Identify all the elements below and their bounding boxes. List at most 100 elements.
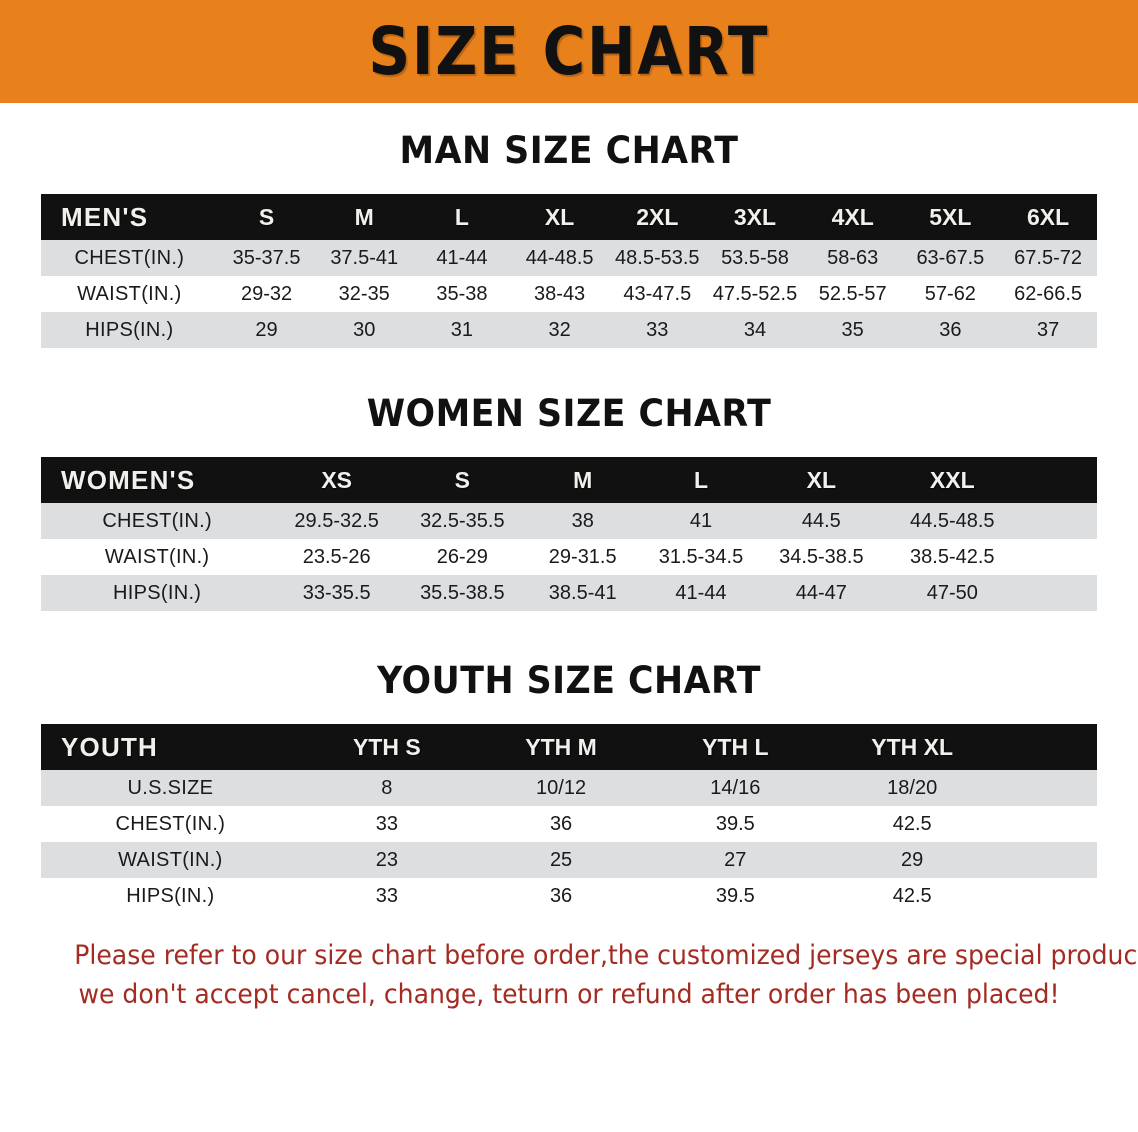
order-policy-line-2: we don't accept cancel, change, teturn o…: [78, 979, 1060, 1011]
table-row: WAIST(IN.) 23 25 27 29: [41, 842, 1097, 878]
column-header-yth-xl: YTH XL: [871, 733, 954, 760]
measurement-cell: 33: [608, 312, 707, 348]
measurement-cell: 41-44: [640, 575, 762, 611]
measurement-cell: 33-35.5: [273, 575, 401, 611]
measurement-cell: [1001, 770, 1097, 806]
column-header-xxl: XXL: [929, 466, 975, 493]
measurement-cell: 35.5-38.5: [400, 575, 525, 611]
column-header-6xl: 6XL: [1027, 203, 1070, 230]
measurement-cell: 33: [299, 806, 474, 842]
man-table-body: CHEST(IN.) 35-37.5 37.5-41 41-44 44-48.5 48.5…: [41, 240, 1097, 348]
table-header-row: MEN'S S M L XL 2XL 3XL 4XL 5XL 6XL: [41, 194, 1097, 240]
column-header-l: L: [454, 203, 469, 230]
measurement-cell: 37: [999, 312, 1097, 348]
row-label-chest-in: CHEST(IN.): [41, 503, 274, 539]
measurement-cell: 38: [524, 503, 641, 539]
measurement-cell: 63-67.5: [901, 240, 1000, 276]
measurement-cell: 14/16: [648, 770, 823, 806]
measurement-cell: 31: [413, 312, 511, 348]
column-header-l: L: [693, 466, 708, 493]
measurement-cell: [1001, 842, 1097, 878]
column-header-spacer: [1023, 457, 1097, 503]
measurement-cell: 37.5-41: [315, 240, 414, 276]
youth-size-table-wrapper: YOUTH YTH S YTH M YTH L YTH XL U.S.SIZE 8 10/1…: [41, 724, 1097, 914]
measurement-cell: 36: [473, 806, 649, 842]
measurement-cell: 35: [803, 312, 902, 348]
measurement-cell: 67.5-72: [999, 240, 1097, 276]
measurement-cell: 48.5-53.5: [608, 240, 707, 276]
column-header-xl: XL: [806, 466, 837, 493]
measurement-cell: 34.5-38.5: [761, 539, 882, 575]
measurement-cell: 23.5-26: [273, 539, 401, 575]
measurement-cell: 42.5: [822, 878, 1002, 914]
measurement-cell: 30: [315, 312, 414, 348]
column-header-yth-l: YTH L: [702, 733, 769, 760]
measurement-cell: 44.5: [761, 503, 882, 539]
youth-size-table: YOUTH YTH S YTH M YTH L YTH XL U.S.SIZE 8 10/1…: [41, 724, 1097, 914]
measurement-cell: [1001, 878, 1097, 914]
column-header-4xl: 4XL: [831, 203, 874, 230]
measurement-cell: 41-44: [413, 240, 511, 276]
row-label-u-s-size: U.S.SIZE: [41, 770, 300, 806]
measurement-cell: 42.5: [822, 806, 1002, 842]
youth-section-title: YOUTH SIZE CHART: [377, 659, 761, 702]
column-header-5xl: 5XL: [929, 203, 972, 230]
row-label-chest-in: CHEST(IN.): [41, 806, 300, 842]
measurement-cell: [1001, 806, 1097, 842]
page-banner: SIZE CHART: [0, 0, 1138, 103]
measurement-cell: 27: [648, 842, 823, 878]
column-header-spacer: [1002, 724, 1097, 770]
measurement-cell: 31.5-34.5: [640, 539, 762, 575]
measurement-cell: 38-43: [510, 276, 609, 312]
measurement-cell: 32-35: [315, 276, 414, 312]
column-header-yth-m: YTH M: [525, 733, 597, 760]
measurement-cell: 44.5-48.5: [881, 503, 1024, 539]
women-table-body: CHEST(IN.) 29.5-32.5 32.5-35.5 38 41 44.5 44.5…: [41, 503, 1097, 611]
column-header-m: M: [573, 466, 593, 493]
measurement-cell: 52.5-57: [803, 276, 902, 312]
row-label-chest-in: CHEST(IN.): [41, 240, 218, 276]
measurement-cell: [1023, 539, 1097, 575]
measurement-cell: 18/20: [822, 770, 1002, 806]
measurement-cell: 8: [299, 770, 474, 806]
measurement-cell: [1023, 503, 1097, 539]
table-row: WAIST(IN.) 23.5-26 26-29 29-31.5 31.5-34.5 34…: [41, 539, 1097, 575]
measurement-cell: 29-31.5: [524, 539, 641, 575]
row-label-waist-in: WAIST(IN.): [41, 539, 274, 575]
column-header-yth-s: YTH S: [352, 733, 421, 760]
measurement-cell: 23: [299, 842, 474, 878]
table-row: CHEST(IN.) 33 36 39.5 42.5: [41, 806, 1097, 842]
women-section-title: WOMEN SIZE CHART: [366, 392, 772, 435]
measurement-cell: 33: [299, 878, 474, 914]
youth-table-body: U.S.SIZE 8 10/12 14/16 18/20 CHEST(IN.) 33 36 39…: [41, 770, 1097, 914]
table-row: CHEST(IN.) 35-37.5 37.5-41 41-44 44-48.5 48.5…: [41, 240, 1097, 276]
measurement-cell: 32: [510, 312, 609, 348]
youth-table-header: YOUTH YTH S YTH M YTH L YTH XL: [41, 724, 1097, 770]
row-label-hips-in: HIPS(IN.): [41, 312, 218, 348]
measurement-cell: 32.5-35.5: [400, 503, 525, 539]
measurement-cell: 36: [473, 878, 649, 914]
measurement-cell: 29: [822, 842, 1002, 878]
order-policy-note: Please refer to our size chart before or…: [74, 936, 1138, 1015]
measurement-cell: 29: [217, 312, 316, 348]
measurement-cell: 43-47.5: [608, 276, 707, 312]
row-label-hips-in: HIPS(IN.): [41, 575, 274, 611]
table-row: HIPS(IN.) 33-35.5 35.5-38.5 38.5-41 41-44 44-…: [41, 575, 1097, 611]
man-table-corner-label: MEN'S: [61, 201, 149, 232]
row-label-hips-in: HIPS(IN.): [41, 878, 300, 914]
table-row: WAIST(IN.) 29-32 32-35 35-38 38-43 43-47.5 47.…: [41, 276, 1097, 312]
column-header-m: M: [354, 203, 374, 230]
column-header-xl: XL: [544, 203, 575, 230]
table-header-row: YOUTH YTH S YTH M YTH L YTH XL: [41, 724, 1097, 770]
man-section-title: MAN SIZE CHART: [399, 129, 739, 172]
measurement-cell: 53.5-58: [706, 240, 804, 276]
measurement-cell: 35-38: [413, 276, 511, 312]
measurement-cell: 39.5: [648, 878, 823, 914]
row-label-waist-in: WAIST(IN.): [41, 842, 300, 878]
measurement-cell: 36: [901, 312, 1000, 348]
women-size-table: WOMEN'S XS S M L XL XXL CHEST(IN.) 29.5-32.5 32.…: [41, 457, 1097, 611]
measurement-cell: 47-50: [881, 575, 1024, 611]
measurement-cell: [1023, 575, 1097, 611]
measurement-cell: 41: [640, 503, 762, 539]
man-size-table-wrapper: MEN'S S M L XL 2XL 3XL 4XL 5XL 6XL CHEST(IN.) 35-3…: [41, 194, 1097, 348]
